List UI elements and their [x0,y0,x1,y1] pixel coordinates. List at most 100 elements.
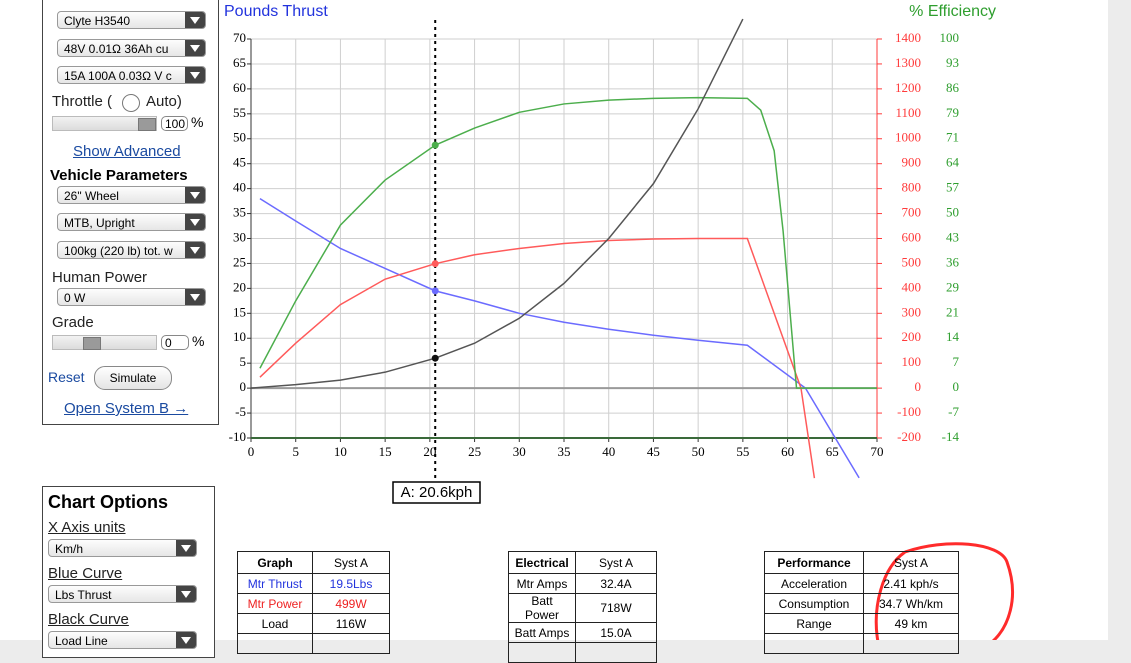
cell: Range [764,613,864,634]
y3-tick-label: 29 [946,279,959,294]
x-tick-label: 45 [647,444,660,459]
y2-tick-label: 700 [902,205,922,220]
y-tick-label: 0 [240,379,247,394]
y-tick-label: 15 [233,304,246,319]
cell: Acceleration [764,573,864,594]
slider-thumb[interactable] [138,118,156,131]
cell: 499W [312,593,390,614]
throttle-slider[interactable] [52,116,157,131]
chart: Pounds Thrust % Efficiency 0 5 10 15 20 25 30 3… [224,3,1015,640]
series-line [259,237,816,479]
y-tick-label: 30 [233,229,246,244]
cell: 2.41 kph/s [863,573,959,594]
sidebar: Clyte H3540 48V 0.01Ω 36Ah cu 15A 100A 0… [42,0,219,425]
cell: 718W [575,593,657,623]
y-tick-label: 40 [233,180,246,195]
open-system-b-link[interactable]: Open System B → [64,400,189,417]
x-tick-label: 0 [248,444,255,459]
controller-select[interactable]: 15A 100A 0.03Ω V c [57,66,206,84]
black-curve-label: Black Curve [48,611,129,628]
y3-tick-label: 93 [946,55,959,70]
y-tick-label: 45 [233,155,246,170]
y2-tick-label: 600 [902,229,922,244]
y-tick-label: 55 [233,105,246,120]
battery-select[interactable]: 48V 0.01Ω 36Ah cu [57,39,206,57]
header-cell: Syst A [575,551,657,574]
performance-table: Performance Syst A Acceleration 2.41 kph/s… [764,551,959,654]
human-power-select[interactable]: 0 W [57,288,206,306]
grade-input[interactable]: 0 [161,335,189,350]
cell: Batt Amps [508,622,576,643]
blue-curve-label: Blue Curve [48,565,123,582]
x-axis-select[interactable]: Km/h [48,539,197,557]
electrical-table: Electrical Syst A Mtr Amps 32.4A Batt Powe… [508,551,657,663]
y3-tick-label: 7 [953,354,960,369]
graph-table: Graph Syst A Mtr Thrust 19.5Lbs Mtr Power 4… [237,551,390,654]
cell [508,642,576,663]
cursor-label-box [392,481,481,504]
app: Pounds Thrust % Efficiency 0 5 10 15 20 25 30 3… [0,0,1108,663]
y-axis-label: Pounds Thrust [224,3,328,20]
y3-tick-label: 86 [946,80,960,95]
blue-curve-select[interactable]: Lbs Thrust [48,585,197,603]
grade-slider[interactable] [52,335,157,350]
posture-select[interactable]: MTB, Upright [57,213,206,231]
x-tick-label: 65 [826,444,839,459]
x-tick-label: 55 [736,444,749,459]
x-tick-label: 20 [423,444,436,459]
throttle-input[interactable]: 100 [161,116,188,131]
y2-tick-label: 1000 [895,130,921,145]
cursor-point [431,260,439,268]
y-tick-label: 10 [233,329,246,344]
x-tick-label: 50 [692,444,705,459]
throttle-unit: % [191,114,204,130]
y2-tick-label: 500 [902,254,922,269]
show-advanced-link[interactable]: Show Advanced [73,143,181,160]
black-curve-select[interactable]: Load Line [48,631,197,649]
vehicle-heading: Vehicle Parameters [50,167,188,184]
cell [312,633,390,654]
motor-select[interactable]: Clyte H3540 [57,11,206,29]
x-tick-label: 40 [602,444,615,459]
cell: 49 km [863,613,959,634]
y2-tick-label: 1100 [895,105,921,120]
y3-tick-label: 57 [946,180,960,195]
header-cell: Syst A [312,551,390,574]
y2-tick-label: 900 [902,155,922,170]
simulate-button[interactable]: Simulate [94,366,172,390]
wheel-select[interactable]: 26" Wheel [57,186,206,204]
page: {"sidebar": {"motor_select": "Clyte H354… [0,0,1108,663]
cell [863,633,959,654]
y3-tick-label: 100 [940,30,960,45]
y3-axis-label: % Efficiency [909,3,996,20]
y-tick-label: 25 [233,254,246,269]
cell: Load [237,613,313,634]
cell: Mtr Thrust [237,573,313,594]
y-tick-label: -10 [229,429,246,444]
y2-tick-label: 400 [902,279,922,294]
x-tick-label: 15 [379,444,392,459]
y2-tick-label: 200 [902,329,922,344]
y2-tick-label: -100 [897,404,921,419]
cell: Mtr Amps [508,573,576,594]
y2-tick-label: -200 [897,429,921,444]
cursor-label: A: 20.6kph [401,484,473,501]
y-tick-label: 65 [233,55,246,70]
y-tick-label: 20 [233,279,246,294]
y3-tick-label: 64 [946,155,960,170]
grade-label: Grade [52,314,94,331]
y-tick-label: 50 [233,130,246,145]
auto-label: Auto) [146,93,182,110]
auto-checkbox[interactable] [122,94,140,112]
x-tick-label: 25 [468,444,481,459]
series-line [259,96,877,389]
slider-thumb[interactable] [83,337,101,350]
cell: 19.5Lbs [312,573,390,594]
y3-tick-label: 50 [946,205,959,220]
header-cell: Electrical [508,551,576,574]
weight-select[interactable]: 100kg (220 lb) tot. w [57,241,206,259]
reset-link[interactable]: Reset [48,369,85,385]
x-tick-label: 10 [334,444,347,459]
cell [764,633,864,654]
series-line [250,18,744,389]
